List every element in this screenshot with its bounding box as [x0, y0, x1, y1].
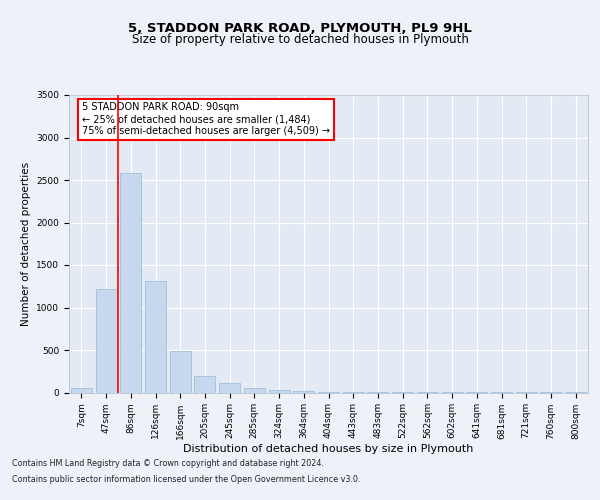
Text: Size of property relative to detached houses in Plymouth: Size of property relative to detached ho… [131, 34, 469, 46]
Bar [71, 388, 92, 392]
Bar [244, 388, 265, 392]
Bar [194, 376, 215, 392]
X-axis label: Distribution of detached houses by size in Plymouth: Distribution of detached houses by size … [184, 444, 473, 454]
Bar [170, 351, 191, 393]
Bar [145, 281, 166, 392]
Bar [120, 173, 141, 392]
Text: Contains public sector information licensed under the Open Government Licence v3: Contains public sector information licen… [12, 476, 361, 484]
Bar [95, 289, 116, 393]
Bar [269, 390, 290, 392]
Bar [293, 391, 314, 392]
Bar [219, 383, 240, 392]
Y-axis label: Number of detached properties: Number of detached properties [21, 162, 31, 326]
Text: Contains HM Land Registry data © Crown copyright and database right 2024.: Contains HM Land Registry data © Crown c… [12, 460, 324, 468]
Text: 5 STADDON PARK ROAD: 90sqm
← 25% of detached houses are smaller (1,484)
75% of s: 5 STADDON PARK ROAD: 90sqm ← 25% of deta… [82, 102, 330, 136]
Text: 5, STADDON PARK ROAD, PLYMOUTH, PL9 9HL: 5, STADDON PARK ROAD, PLYMOUTH, PL9 9HL [128, 22, 472, 35]
